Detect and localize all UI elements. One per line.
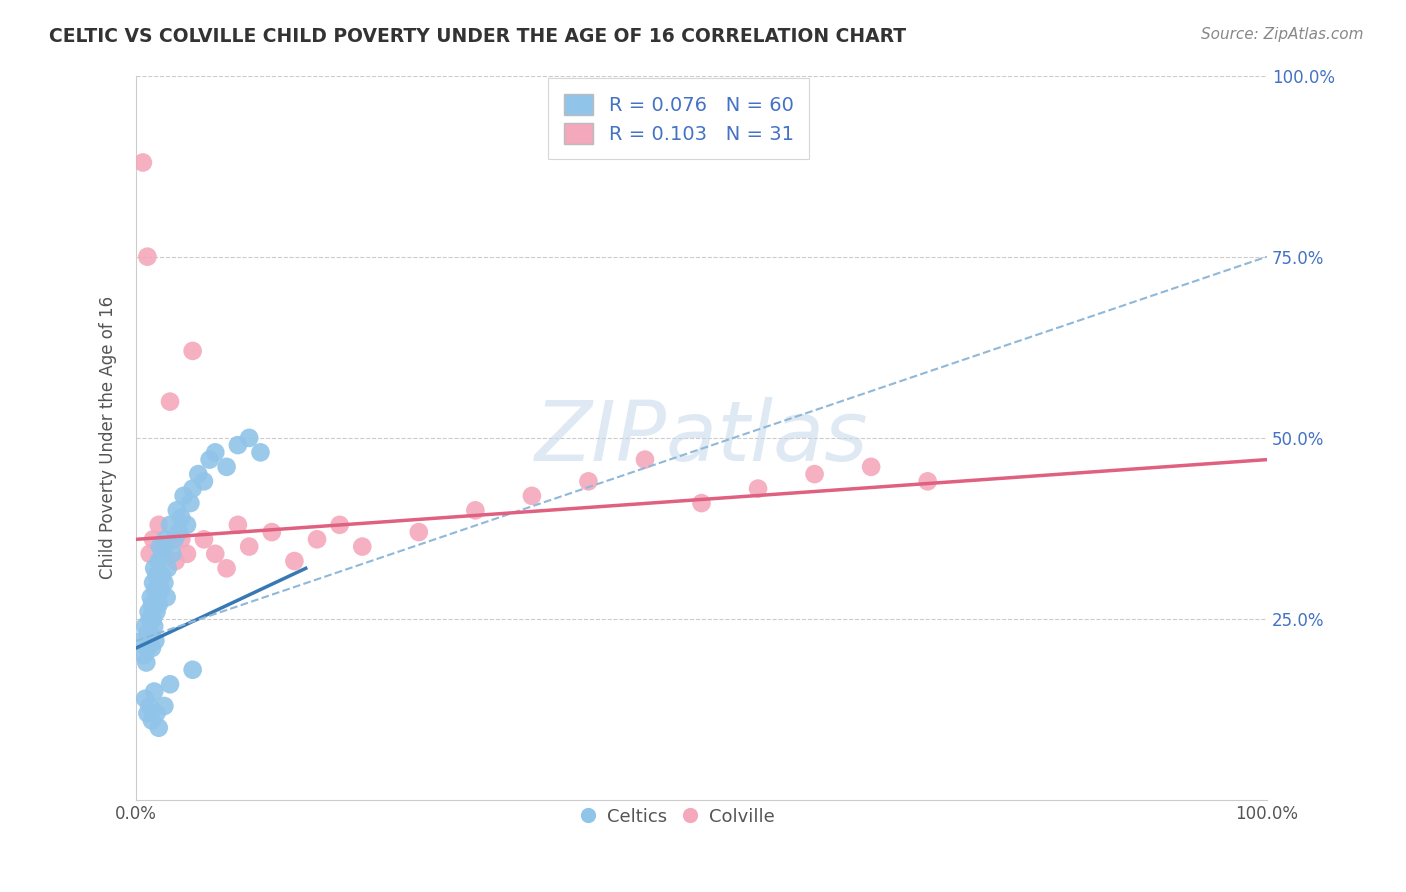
Point xyxy=(226,438,249,452)
Point xyxy=(159,394,181,409)
Point xyxy=(167,525,190,540)
Point xyxy=(138,633,160,648)
Point xyxy=(162,547,184,561)
Point xyxy=(148,517,170,532)
Point xyxy=(204,547,226,561)
Point xyxy=(132,155,155,169)
Point xyxy=(215,459,238,474)
Point xyxy=(193,533,215,547)
Point xyxy=(136,250,159,264)
Point xyxy=(146,591,169,605)
Point xyxy=(131,633,153,648)
Point xyxy=(156,591,179,605)
Point xyxy=(329,517,352,532)
Point xyxy=(283,554,305,568)
Point xyxy=(238,431,260,445)
Point xyxy=(145,605,167,619)
Point xyxy=(135,656,157,670)
Point xyxy=(520,489,543,503)
Point xyxy=(803,467,825,482)
Point xyxy=(145,706,167,721)
Point xyxy=(578,475,600,489)
Text: CELTIC VS COLVILLE CHILD POVERTY UNDER THE AGE OF 16 CORRELATION CHART: CELTIC VS COLVILLE CHILD POVERTY UNDER T… xyxy=(49,27,907,45)
Point xyxy=(143,619,166,633)
Point xyxy=(139,591,162,605)
Point xyxy=(142,612,165,626)
Point xyxy=(747,482,769,496)
Point xyxy=(179,496,201,510)
Point xyxy=(176,547,198,561)
Point xyxy=(260,525,283,540)
Point xyxy=(152,547,174,561)
Point xyxy=(138,547,160,561)
Point xyxy=(141,598,163,612)
Point xyxy=(176,517,198,532)
Point xyxy=(165,554,187,568)
Point xyxy=(159,517,181,532)
Point xyxy=(690,496,713,510)
Text: Source: ZipAtlas.com: Source: ZipAtlas.com xyxy=(1201,27,1364,42)
Point xyxy=(136,706,159,721)
Point xyxy=(163,533,186,547)
Point xyxy=(198,452,221,467)
Point xyxy=(148,598,170,612)
Point xyxy=(464,503,486,517)
Point xyxy=(132,648,155,663)
Point xyxy=(138,605,160,619)
Point xyxy=(148,721,170,735)
Point xyxy=(187,467,209,482)
Point xyxy=(166,503,188,517)
Text: ZIPatlas: ZIPatlas xyxy=(534,397,869,478)
Point xyxy=(138,698,160,713)
Point xyxy=(226,517,249,532)
Point xyxy=(138,612,160,626)
Point xyxy=(153,698,176,713)
Point xyxy=(305,533,328,547)
Point xyxy=(143,684,166,698)
Y-axis label: Child Poverty Under the Age of 16: Child Poverty Under the Age of 16 xyxy=(100,296,117,580)
Legend: Celtics, Colville: Celtics, Colville xyxy=(575,798,783,835)
Point xyxy=(143,561,166,575)
Point xyxy=(170,510,193,524)
Point xyxy=(141,714,163,728)
Point xyxy=(181,482,204,496)
Point xyxy=(153,540,176,554)
Point xyxy=(141,640,163,655)
Point xyxy=(860,459,883,474)
Point xyxy=(238,540,260,554)
Point xyxy=(153,575,176,590)
Point xyxy=(634,452,657,467)
Point xyxy=(352,540,374,554)
Point xyxy=(134,619,156,633)
Point xyxy=(150,568,173,582)
Point xyxy=(215,561,238,575)
Point xyxy=(170,533,193,547)
Point xyxy=(181,663,204,677)
Point xyxy=(143,633,166,648)
Point xyxy=(136,640,159,655)
Point xyxy=(143,582,166,597)
Point xyxy=(136,626,159,640)
Point xyxy=(142,533,165,547)
Point xyxy=(155,533,177,547)
Point xyxy=(181,343,204,358)
Point xyxy=(148,554,170,568)
Point xyxy=(139,626,162,640)
Point xyxy=(156,561,179,575)
Point xyxy=(917,475,939,489)
Point xyxy=(204,445,226,459)
Point xyxy=(249,445,271,459)
Point xyxy=(134,691,156,706)
Point xyxy=(193,475,215,489)
Point xyxy=(142,575,165,590)
Point xyxy=(173,489,195,503)
Point xyxy=(408,525,430,540)
Point xyxy=(150,582,173,597)
Point xyxy=(149,540,172,554)
Point xyxy=(159,677,181,691)
Point xyxy=(145,568,167,582)
